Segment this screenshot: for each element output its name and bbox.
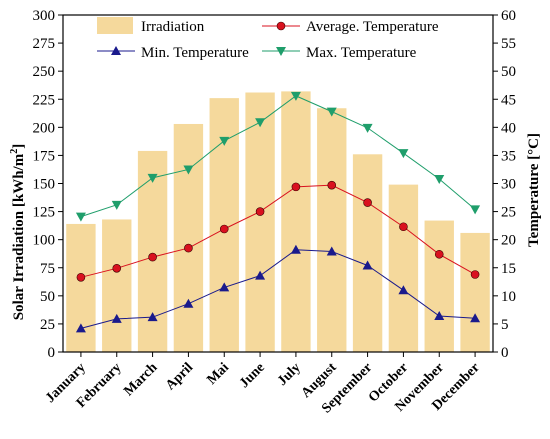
average-temperature-point-march	[148, 252, 157, 262]
min-temperature-point-july	[290, 244, 301, 254]
y-right-tick-label-15: 15	[501, 261, 516, 277]
y-left-tick-label-0: 0	[48, 345, 56, 361]
legend-marker-average	[276, 21, 286, 31]
y-axis-right-title: Temperature [°C]	[526, 133, 542, 247]
x-tick-label-july: July	[275, 360, 304, 389]
average-temperature-point-mai	[219, 224, 229, 234]
y-right-tick-label-25: 25	[501, 205, 516, 221]
y-axis-left-title: Solar Irradiation [kWh/m2]	[9, 144, 27, 320]
legend-marker-max	[276, 47, 286, 56]
average-temperature-point-june	[255, 207, 265, 216]
legend-label-max: Max. Temperature	[306, 45, 417, 61]
y-left-tick-label-250: 250	[33, 64, 56, 80]
y-axis-left-title-end: ]	[11, 144, 27, 149]
average-temperature-line	[80, 184, 476, 278]
x-tick-label-march: March	[121, 360, 160, 399]
x-tick-label-mai: Mai	[204, 360, 232, 388]
max-temperature-line	[80, 95, 476, 218]
legend-label-average: Average. Temperature	[306, 19, 439, 35]
min-temperature-point-september	[362, 260, 373, 270]
y-left-tick-label-25: 25	[40, 317, 55, 333]
max-temperature-point-september	[362, 123, 373, 133]
y-right-tick-label-60: 60	[501, 8, 516, 24]
min-temperature-point-april	[183, 298, 194, 308]
x-tick-label-april: April	[163, 360, 196, 393]
max-temperature-point-october	[398, 149, 409, 159]
bar-january	[66, 223, 96, 352]
lines-layer	[75, 91, 481, 333]
y-left-tick-label-175: 175	[33, 148, 56, 164]
legend-swatch-irradiation	[97, 17, 133, 34]
y-right-tick-label-10: 10	[501, 289, 516, 305]
max-temperature-point-april	[183, 165, 194, 175]
bar-february	[102, 219, 132, 352]
y-left-tick-label-300: 300	[33, 8, 56, 24]
min-temperature-point-february	[111, 313, 122, 323]
y-right-tick-label-5: 5	[501, 317, 509, 333]
min-temperature-point-june	[255, 270, 266, 280]
bars-layer	[66, 91, 490, 353]
average-temperature-point-january	[76, 272, 86, 282]
y-axis-left-title-sup: 2	[9, 149, 20, 154]
min-temperature-point-december	[470, 313, 481, 323]
bar-september	[352, 154, 383, 352]
min-temperature-point-january	[75, 323, 86, 333]
average-temperature-point-november	[434, 249, 444, 259]
bar-august	[317, 108, 347, 352]
legend: Irradiation Average. Temperature Min. Temp…	[97, 17, 439, 61]
bar-october	[388, 184, 419, 352]
y-axis-left-title-base: Solar Irradiation [kWh/m	[11, 153, 27, 320]
y-right-tick-label-55: 55	[501, 36, 516, 52]
legend-label-irradiation: Irradiation	[141, 19, 205, 35]
min-temperature-point-november	[434, 311, 445, 321]
min-temperature-point-august	[326, 246, 337, 256]
y-left-tick-label-200: 200	[33, 120, 56, 136]
y-left-tick-label-125: 125	[33, 205, 56, 221]
max-temperature-point-january	[75, 212, 86, 222]
max-temperature-point-february	[111, 200, 122, 210]
y-left-tick-label-50: 50	[40, 289, 55, 305]
min-temperature-point-october	[398, 285, 409, 295]
y-right-tick-label-45: 45	[501, 92, 516, 108]
average-temperature-point-august	[327, 180, 337, 190]
y-left-tick-label-275: 275	[33, 36, 56, 52]
average-temperature-point-december	[470, 270, 480, 279]
bar-december	[460, 232, 490, 352]
average-temperature-point-february	[112, 264, 122, 273]
average-temperature-point-july	[291, 182, 301, 192]
max-temperature-point-november	[434, 175, 445, 185]
bar-april	[173, 123, 204, 352]
average-temperature-point-april	[184, 243, 193, 253]
y-right-tick-label-50: 50	[501, 64, 516, 80]
max-temperature-point-june	[255, 118, 266, 128]
y-right-tick-label-30: 30	[501, 177, 516, 193]
max-temperature-point-december	[470, 205, 481, 215]
max-temperature-point-july	[290, 91, 301, 101]
bar-june	[245, 92, 275, 352]
average-temperature-point-september	[363, 198, 372, 207]
legend-marker-min	[111, 46, 121, 55]
average-temperature-point-october	[399, 222, 408, 232]
bar-november	[424, 220, 454, 352]
max-temperature-point-august	[326, 107, 337, 117]
y-right-tick-label-40: 40	[501, 120, 516, 136]
max-temperature-point-march	[147, 173, 158, 183]
y-right-tick-label-0: 0	[501, 345, 509, 361]
y-right-tick-label-35: 35	[501, 148, 516, 164]
y-left-tick-label-150: 150	[33, 177, 56, 193]
legend-label-min: Min. Temperature	[141, 45, 249, 61]
min-temperature-point-mai	[219, 282, 230, 292]
max-temperature-point-mai	[219, 136, 230, 146]
y-left-tick-label-75: 75	[40, 261, 55, 277]
min-temperature-point-march	[147, 312, 158, 322]
y-left-tick-label-225: 225	[33, 92, 56, 108]
x-tick-label-june: June	[237, 360, 268, 391]
min-temperature-line	[80, 249, 476, 329]
bar-july	[281, 91, 311, 353]
y-right-tick-label-20: 20	[501, 233, 516, 249]
y-left-tick-label-100: 100	[33, 233, 56, 249]
